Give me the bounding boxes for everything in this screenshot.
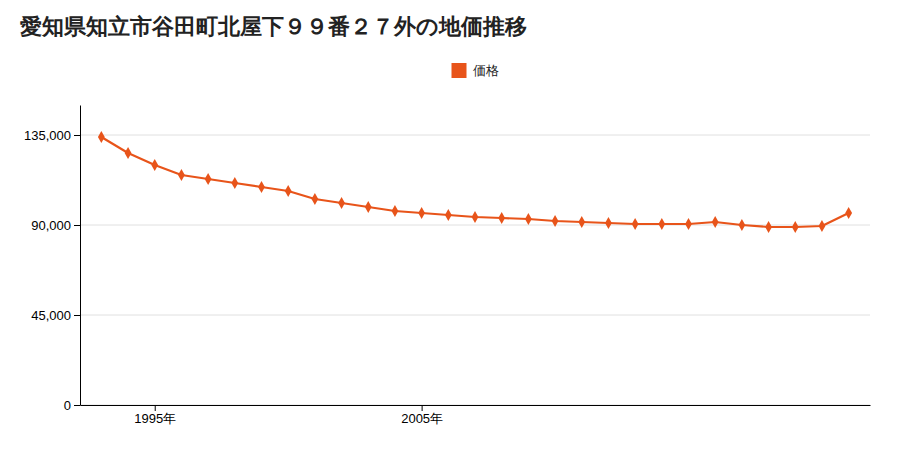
marker xyxy=(738,219,745,231)
marker xyxy=(125,147,132,159)
title: 愛知県知立市谷田町北屋下９９番２７外の地価推移 xyxy=(20,14,527,39)
y-axis: 0 45,000 90,000 135,000 xyxy=(24,106,81,413)
marker xyxy=(498,212,505,224)
x-tick-label: 2005年 xyxy=(401,411,443,426)
marker xyxy=(418,207,425,219)
x-tick-mark xyxy=(155,405,156,411)
marker xyxy=(151,159,158,171)
marker xyxy=(525,213,532,225)
legend-swatch xyxy=(452,63,467,78)
marker xyxy=(365,201,372,213)
marker xyxy=(285,185,292,197)
marker xyxy=(712,216,719,228)
grid-line xyxy=(80,315,870,316)
marker xyxy=(845,207,852,219)
y-tick: 135,000 xyxy=(24,128,80,143)
marker xyxy=(792,221,799,233)
chart: 愛知県知立市谷田町北屋下９９番２７外の地価推移 1995年 2005年 0 45,000… xyxy=(0,0,900,450)
markers xyxy=(98,131,852,233)
y-tick-mark xyxy=(74,315,80,316)
marker xyxy=(445,209,452,221)
marker xyxy=(258,181,265,193)
plot: 1995年 2005年 0 45,000 90,000 135,000 xyxy=(24,106,871,427)
legend: 価格 xyxy=(452,63,499,78)
line xyxy=(101,137,848,227)
y-tick-label: 135,000 xyxy=(24,128,71,143)
marks xyxy=(98,131,852,233)
marker xyxy=(685,218,692,230)
x-tick-label: 1995年 xyxy=(134,411,176,426)
marker xyxy=(311,193,318,205)
marker xyxy=(178,169,185,181)
x-tick-mark xyxy=(422,405,423,411)
marker xyxy=(819,220,826,232)
marker xyxy=(338,197,345,209)
marker xyxy=(472,211,479,223)
marker xyxy=(578,216,585,228)
x-tick: 2005年 xyxy=(401,405,443,426)
grid-line xyxy=(80,405,870,406)
legend-item: 価格 xyxy=(452,63,499,78)
y-tick-label: 0 xyxy=(64,398,71,413)
marker xyxy=(392,205,399,217)
marker xyxy=(765,221,772,233)
marker xyxy=(658,218,665,230)
x-axis: 1995年 2005年 xyxy=(81,405,871,426)
marker xyxy=(231,177,238,189)
y-tick: 90,000 xyxy=(31,218,80,233)
y-tick-label: 45,000 xyxy=(31,308,71,323)
y-axis-line xyxy=(80,106,81,406)
marker xyxy=(98,131,105,143)
x-axis-line xyxy=(81,405,871,406)
marker xyxy=(632,218,639,230)
grid xyxy=(80,135,870,405)
marker xyxy=(605,217,612,229)
marker xyxy=(552,215,559,227)
y-tick: 45,000 xyxy=(31,308,80,323)
legend-label: 価格 xyxy=(473,63,499,78)
y-tick-mark xyxy=(74,225,80,226)
x-tick: 1995年 xyxy=(134,405,176,426)
y-tick-label: 90,000 xyxy=(31,218,71,233)
y-tick: 0 xyxy=(64,398,80,413)
y-tick-mark xyxy=(74,135,80,136)
y-tick-mark xyxy=(74,405,80,406)
grid-line xyxy=(80,135,870,136)
marker xyxy=(205,173,212,185)
